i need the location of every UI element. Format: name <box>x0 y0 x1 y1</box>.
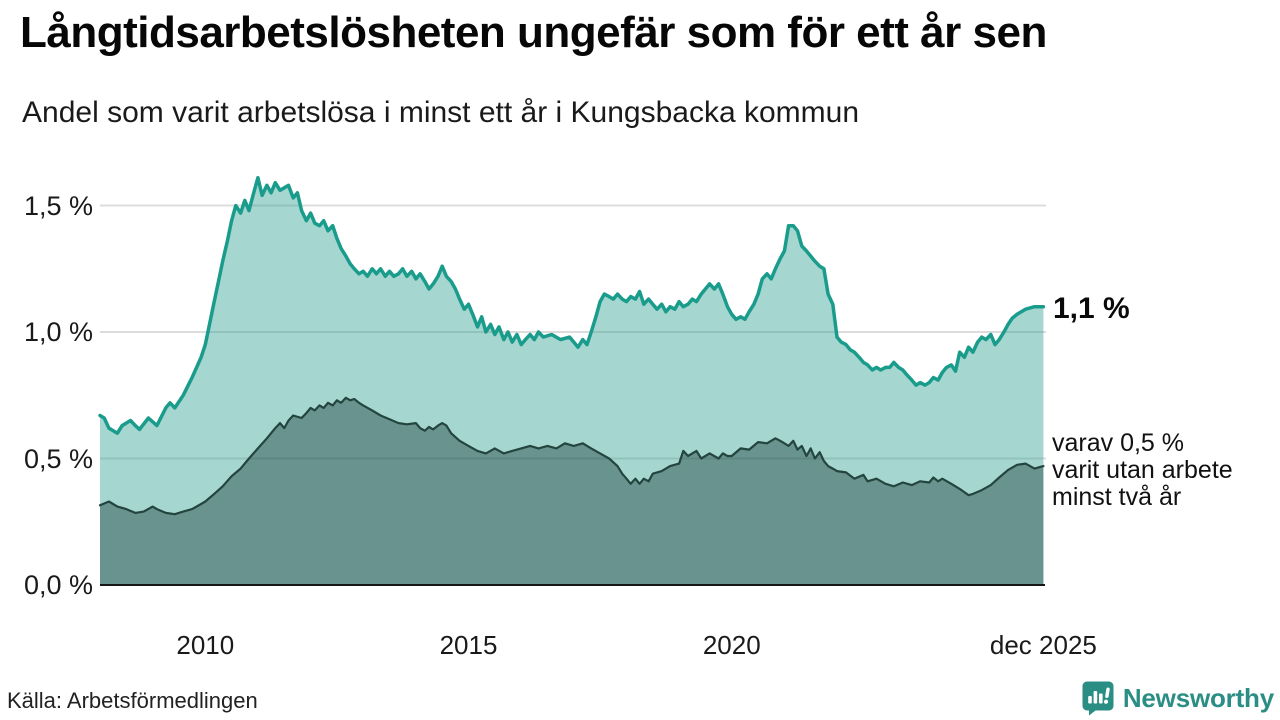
source-note: Källa: Arbetsförmedlingen <box>7 688 258 713</box>
y-tick-label: 1,5 % <box>23 190 93 221</box>
x-tick-label: 2015 <box>439 630 498 660</box>
secondary-annotation-line2: varit utan arbete <box>1052 456 1233 484</box>
series-area-one-year <box>100 177 1044 585</box>
secondary-annotation-line1: varav 0,5 % <box>1052 429 1185 457</box>
brand-logo: Newsworthy <box>1081 680 1274 716</box>
series-area-two-years <box>100 397 1044 585</box>
brand-name: Newsworthy <box>1122 682 1274 713</box>
page-subtitle: Andel som varit arbetslösa i minst ett å… <box>22 96 860 129</box>
x-tick-label: 2010 <box>176 630 235 660</box>
secondary-annotation-line3: minst två år <box>1052 483 1182 511</box>
y-tick-label: 0,5 % <box>23 443 93 474</box>
page-title: Långtidsarbetslösheten ungefär som för e… <box>20 8 1047 57</box>
series-line-two-years <box>98 396 1045 516</box>
newsworthy-bubble-icon <box>1082 681 1114 716</box>
secondary-series-annotation: varav 0,5 % varit utan arbete minst två … <box>1052 430 1233 511</box>
x-tick-label: dec 2025 <box>989 630 1097 660</box>
y-tick-label: 1,0 % <box>23 317 93 347</box>
series-line-one-year <box>98 175 1046 435</box>
x-tick-label: 2020 <box>702 630 761 660</box>
latest-value-label: 1,1 % <box>1053 292 1130 325</box>
y-tick-label: 0,0 % <box>23 570 93 600</box>
